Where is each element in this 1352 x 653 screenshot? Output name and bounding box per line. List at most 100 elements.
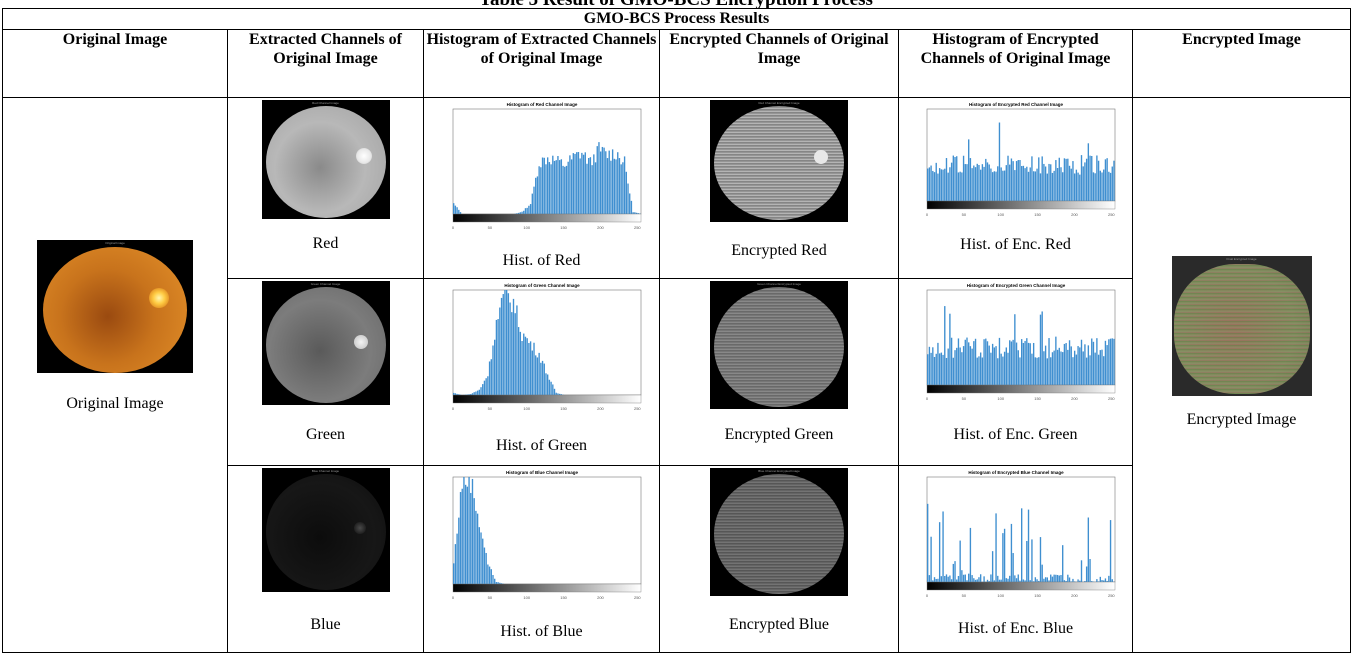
- x-tick-label: 150: [1034, 212, 1041, 217]
- histogram-bar: [552, 384, 553, 395]
- histogram-bar: [509, 303, 510, 395]
- x-tick-label: 200: [1071, 593, 1078, 598]
- histogram-bar: [957, 172, 958, 201]
- enc-blue-hist-cell: Histogram of Encrypted Blue Channel Imag…: [899, 466, 1133, 653]
- histogram-bar: [1022, 579, 1023, 582]
- histogram-bar: [966, 338, 967, 385]
- encrypted-image-cell: Final Encrypted Image Encrypted Image: [1133, 98, 1351, 653]
- histogram-bar: [1068, 577, 1069, 582]
- histogram-bar: [928, 347, 929, 385]
- histogram-bar: [1012, 553, 1013, 582]
- histogram-bar: [995, 346, 996, 385]
- histogram-bar: [1073, 173, 1074, 201]
- histogram-bar: [1021, 166, 1022, 201]
- x-tick-label: 50: [487, 595, 492, 600]
- histogram-bar: [517, 327, 518, 395]
- histogram-bar: [1021, 339, 1022, 385]
- histogram-bar: [954, 157, 955, 201]
- histogram-bar: [1051, 577, 1052, 582]
- enc-blue-cell: Blue Channel Encrypted Image Encrypted B…: [660, 466, 899, 653]
- histogram-bar: [956, 156, 957, 201]
- x-tick-label: 100: [997, 593, 1004, 598]
- histogram-bar: [617, 152, 618, 214]
- histogram-bar: [973, 166, 974, 201]
- histogram-bar: [1094, 353, 1095, 385]
- x-tick-label: 150: [560, 225, 567, 230]
- histogram-bar: [454, 544, 455, 584]
- histogram-bar: [942, 511, 943, 582]
- histogram-bar: [1096, 155, 1097, 201]
- histogram-bar: [630, 201, 631, 214]
- blue-channel-cell: Blue Channel Image Blue: [228, 466, 424, 653]
- histogram-bar: [1075, 355, 1076, 385]
- histogram-bar: [1109, 520, 1110, 582]
- histogram-bar: [947, 577, 948, 582]
- histogram-bar: [1113, 161, 1114, 201]
- histogram-bar: [1065, 159, 1066, 201]
- histogram-bar: [968, 139, 969, 201]
- histogram-bar: [632, 212, 633, 214]
- x-tick-label: 250: [1107, 593, 1114, 598]
- histogram-bar: [560, 159, 561, 214]
- histogram-bar: [1051, 352, 1052, 385]
- histogram-bar: [1072, 579, 1073, 582]
- histogram-bar: [1012, 161, 1013, 201]
- histogram-bar: [584, 152, 585, 214]
- histogram-bar: [1068, 340, 1069, 385]
- histogram-bar: [1085, 566, 1086, 582]
- histogram-bar: [1062, 172, 1063, 201]
- histogram-bar: [475, 392, 476, 395]
- histogram-bar: [1077, 579, 1078, 582]
- histogram-bar: [548, 380, 549, 395]
- histogram-bar: [1055, 337, 1056, 385]
- histogram-bar: [940, 169, 941, 201]
- histogram-bar: [634, 212, 635, 214]
- histogram-bar: [529, 204, 530, 214]
- histogram-bar: [1085, 358, 1086, 385]
- histogram-bar: [1010, 341, 1011, 385]
- histogram-bar: [979, 170, 980, 201]
- histogram-bar: [623, 156, 624, 214]
- histogram-bar: [969, 158, 970, 201]
- histogram-bar: [945, 158, 946, 201]
- histogram-bar: [930, 353, 931, 385]
- histogram-bar: [1106, 158, 1107, 201]
- histogram-bar: [944, 306, 945, 385]
- histogram-bar: [976, 164, 977, 201]
- histogram-bar: [954, 561, 955, 582]
- histogram-bar: [993, 347, 994, 385]
- x-tick-label: 200: [1071, 396, 1078, 401]
- histogram-bar: [589, 157, 590, 214]
- histogram-bar: [492, 345, 493, 395]
- histogram-bar: [577, 152, 578, 214]
- x-tick-label: 0: [925, 593, 928, 598]
- histogram-bar: [500, 298, 501, 395]
- histogram-bar: [470, 493, 471, 584]
- histogram-bar: [1043, 579, 1044, 582]
- histogram-bar: [1082, 351, 1083, 385]
- x-tick-label: 150: [1034, 593, 1041, 598]
- histogram-bar: [944, 576, 945, 582]
- histogram-bar: [1089, 355, 1090, 385]
- histogram-bar: [553, 161, 554, 214]
- histogram-bar: [966, 580, 967, 582]
- histogram-bar: [976, 358, 977, 385]
- histogram-bar: [615, 159, 616, 214]
- histogram-bar: [548, 162, 549, 214]
- histogram-bar: [1103, 170, 1104, 201]
- histogram-bar: [1070, 346, 1071, 385]
- histogram-title: Histogram of Encrypted Blue Channel Imag…: [968, 470, 1064, 475]
- x-tick-label: 250: [633, 225, 640, 230]
- histogram-bar: [997, 166, 998, 201]
- histogram-bar: [1000, 580, 1001, 582]
- histogram-title: Histogram of Encrypted Green Channel Ima…: [966, 283, 1065, 288]
- histogram-bar: [979, 353, 980, 385]
- results-table: GMO-BCS Process Results Original Image E…: [2, 8, 1351, 653]
- histogram-bar: [1007, 156, 1008, 201]
- histogram-bar: [1014, 575, 1015, 582]
- histogram-bar: [1058, 158, 1059, 201]
- histogram-bar: [476, 514, 477, 584]
- histogram-bar: [954, 350, 955, 385]
- histogram-svg: Histogram of Encrypted Blue Channel Imag…: [913, 468, 1119, 606]
